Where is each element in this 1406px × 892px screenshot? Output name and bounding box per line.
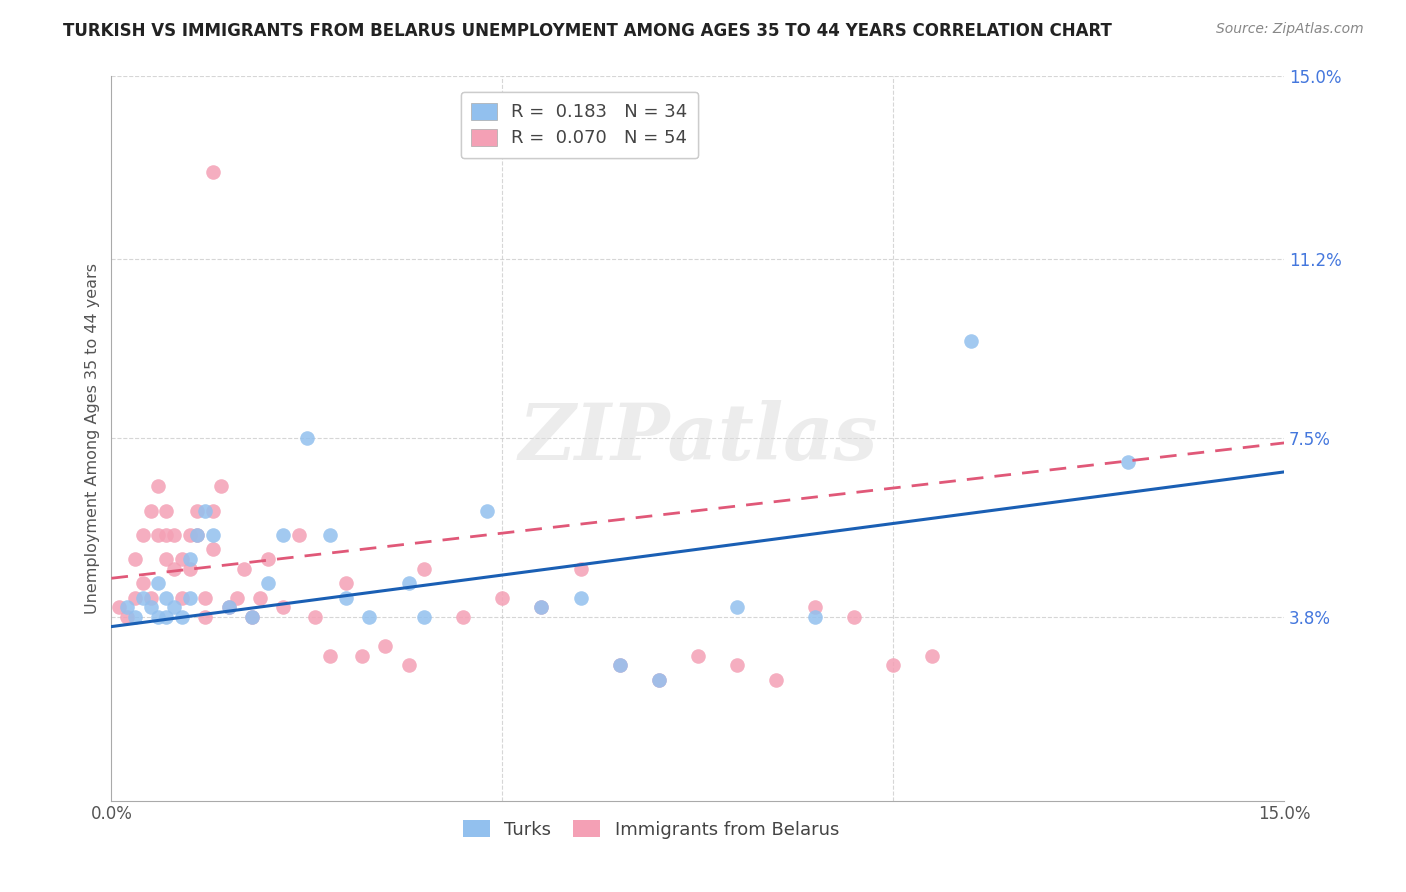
Point bbox=[398, 658, 420, 673]
Point bbox=[304, 610, 326, 624]
Point bbox=[240, 610, 263, 624]
Point bbox=[413, 610, 436, 624]
Point bbox=[804, 600, 827, 615]
Point bbox=[413, 561, 436, 575]
Y-axis label: Unemployment Among Ages 35 to 44 years: Unemployment Among Ages 35 to 44 years bbox=[86, 262, 100, 614]
Point bbox=[960, 334, 983, 349]
Point bbox=[179, 552, 201, 566]
Point bbox=[256, 576, 278, 591]
Point bbox=[179, 527, 201, 541]
Point bbox=[131, 576, 153, 591]
Point bbox=[124, 591, 146, 605]
Point bbox=[131, 591, 153, 605]
Point bbox=[194, 610, 217, 624]
Point bbox=[319, 648, 342, 663]
Point bbox=[273, 600, 295, 615]
Point bbox=[844, 610, 866, 624]
Point bbox=[319, 527, 342, 541]
Point bbox=[225, 591, 247, 605]
Point bbox=[202, 527, 225, 541]
Point bbox=[256, 552, 278, 566]
Point bbox=[249, 591, 271, 605]
Point bbox=[170, 552, 193, 566]
Point bbox=[218, 600, 240, 615]
Point bbox=[725, 658, 748, 673]
Point bbox=[350, 648, 373, 663]
Point bbox=[108, 600, 131, 615]
Point bbox=[131, 527, 153, 541]
Point bbox=[647, 673, 669, 687]
Point bbox=[451, 610, 474, 624]
Point bbox=[295, 431, 318, 445]
Point bbox=[170, 591, 193, 605]
Point bbox=[398, 576, 420, 591]
Text: ZIPatlas: ZIPatlas bbox=[517, 400, 877, 476]
Point bbox=[609, 658, 631, 673]
Text: TURKISH VS IMMIGRANTS FROM BELARUS UNEMPLOYMENT AMONG AGES 35 TO 44 YEARS CORREL: TURKISH VS IMMIGRANTS FROM BELARUS UNEMP… bbox=[63, 22, 1112, 40]
Point bbox=[491, 591, 513, 605]
Point bbox=[124, 610, 146, 624]
Point bbox=[359, 610, 381, 624]
Point bbox=[335, 576, 357, 591]
Point bbox=[240, 610, 263, 624]
Point bbox=[202, 165, 225, 179]
Point bbox=[155, 503, 177, 517]
Point bbox=[155, 527, 177, 541]
Point bbox=[569, 591, 592, 605]
Point bbox=[569, 561, 592, 575]
Point bbox=[202, 542, 225, 557]
Point bbox=[155, 591, 177, 605]
Point bbox=[765, 673, 787, 687]
Point bbox=[530, 600, 553, 615]
Point bbox=[530, 600, 553, 615]
Point bbox=[335, 591, 357, 605]
Point bbox=[233, 561, 256, 575]
Text: Source: ZipAtlas.com: Source: ZipAtlas.com bbox=[1216, 22, 1364, 37]
Point bbox=[202, 503, 225, 517]
Point bbox=[163, 527, 186, 541]
Point bbox=[186, 527, 208, 541]
Point bbox=[882, 658, 904, 673]
Point bbox=[148, 527, 170, 541]
Point bbox=[186, 527, 208, 541]
Point bbox=[209, 479, 232, 493]
Legend: Turks, Immigrants from Belarus: Turks, Immigrants from Belarus bbox=[456, 813, 846, 846]
Point bbox=[139, 591, 162, 605]
Point bbox=[139, 600, 162, 615]
Point bbox=[288, 527, 311, 541]
Point bbox=[804, 610, 827, 624]
Point bbox=[179, 591, 201, 605]
Point bbox=[273, 527, 295, 541]
Point bbox=[1116, 455, 1139, 469]
Point bbox=[163, 561, 186, 575]
Point bbox=[686, 648, 709, 663]
Point bbox=[725, 600, 748, 615]
Point bbox=[148, 610, 170, 624]
Point bbox=[155, 610, 177, 624]
Point bbox=[475, 503, 498, 517]
Point bbox=[148, 479, 170, 493]
Point bbox=[179, 561, 201, 575]
Point bbox=[124, 552, 146, 566]
Point bbox=[194, 591, 217, 605]
Point bbox=[115, 610, 138, 624]
Point bbox=[115, 600, 138, 615]
Point bbox=[163, 600, 186, 615]
Point bbox=[148, 576, 170, 591]
Point bbox=[194, 503, 217, 517]
Point bbox=[186, 503, 208, 517]
Point bbox=[155, 552, 177, 566]
Point bbox=[921, 648, 943, 663]
Point bbox=[218, 600, 240, 615]
Point bbox=[170, 610, 193, 624]
Point bbox=[609, 658, 631, 673]
Point bbox=[647, 673, 669, 687]
Point bbox=[139, 503, 162, 517]
Point bbox=[374, 639, 396, 653]
